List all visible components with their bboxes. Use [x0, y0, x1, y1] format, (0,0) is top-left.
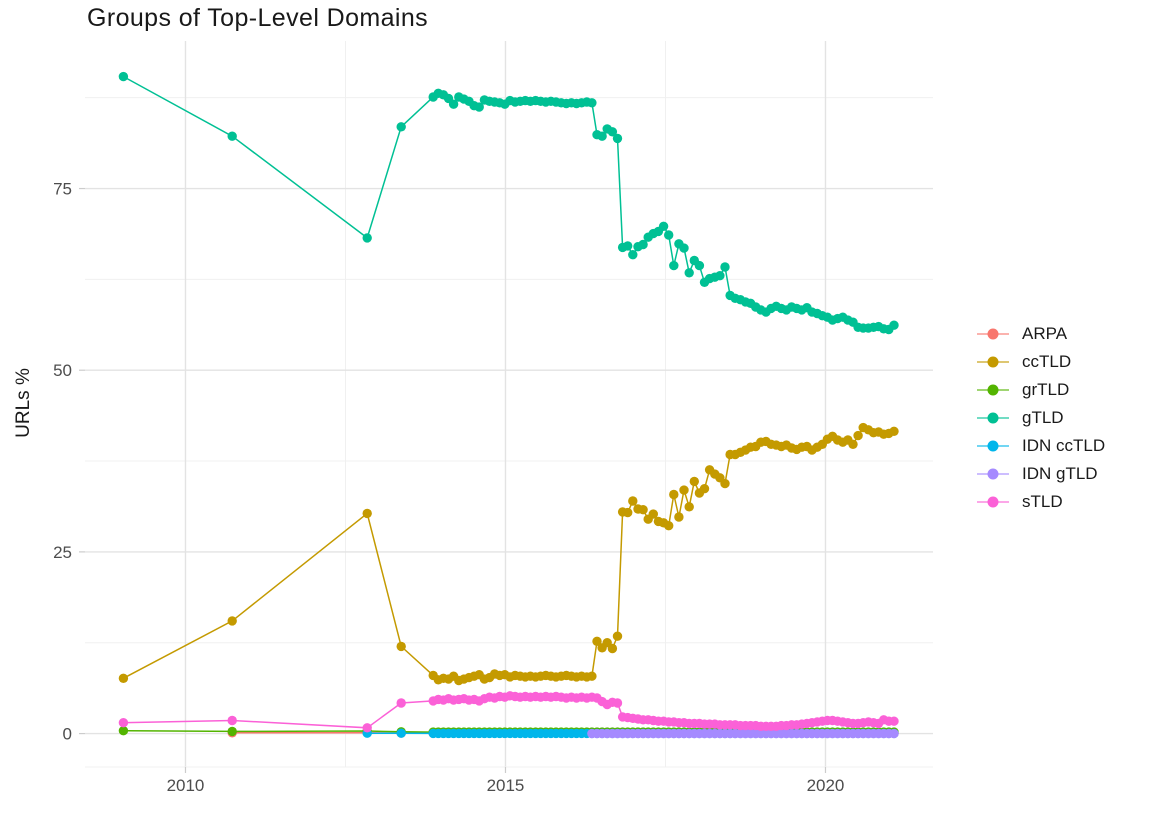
series-gtld	[119, 72, 899, 334]
data-point	[889, 717, 898, 726]
legend-entry-stld: sTLD	[976, 488, 1105, 516]
data-point	[848, 440, 857, 449]
data-point	[608, 644, 617, 653]
data-point	[363, 509, 372, 518]
data-point	[613, 632, 622, 641]
legend-label: ARPA	[1022, 324, 1067, 344]
data-point	[613, 134, 622, 143]
data-point	[664, 230, 673, 239]
data-point	[119, 72, 128, 81]
data-point	[638, 505, 647, 514]
legend-label: IDN ccTLD	[1022, 436, 1105, 456]
data-point	[679, 485, 688, 494]
x-tick-label: 2020	[807, 776, 845, 795]
data-point	[397, 729, 406, 738]
data-point	[715, 271, 724, 280]
legend-entry-arpa: ARPA	[976, 320, 1105, 348]
data-point	[853, 431, 862, 440]
data-point	[889, 729, 898, 738]
data-point	[720, 479, 729, 488]
data-point	[628, 496, 637, 505]
data-point	[674, 512, 683, 521]
x-tick-label: 2010	[167, 776, 205, 795]
legend-key-icon	[976, 380, 1010, 400]
series-idn-gtld	[587, 729, 899, 738]
legend-key-dot	[988, 357, 999, 368]
data-point	[119, 726, 128, 735]
data-point	[685, 502, 694, 511]
legend-key-dot	[988, 413, 999, 424]
legend-key-icon	[976, 352, 1010, 372]
y-axis-title: URLs %	[13, 368, 35, 438]
legend-entry-idn-cctld: IDN ccTLD	[976, 432, 1105, 460]
legend-entry-grtld: grTLD	[976, 376, 1105, 404]
data-point	[119, 718, 128, 727]
x-tick-label: 2015	[487, 776, 525, 795]
series-cctld	[119, 423, 899, 685]
data-point	[720, 262, 729, 271]
data-point	[623, 241, 632, 250]
data-point	[690, 477, 699, 486]
data-point	[659, 222, 668, 231]
legend-key-icon	[976, 492, 1010, 512]
legend-label: gTLD	[1022, 408, 1064, 428]
data-point	[685, 268, 694, 277]
data-point	[228, 727, 237, 736]
legend-key-icon	[976, 408, 1010, 428]
data-point	[664, 521, 673, 530]
data-point	[613, 698, 622, 707]
legend-key-dot	[988, 497, 999, 508]
data-point	[587, 98, 596, 107]
legend: ARPA ccTLD grTLD gTLD IDN ccTLD IDN gTLD sTLD	[976, 320, 1105, 516]
data-point	[623, 508, 632, 517]
data-point	[228, 616, 237, 625]
data-point	[363, 723, 372, 732]
y-tick-label: 75	[53, 180, 72, 199]
data-point	[228, 132, 237, 141]
legend-key-icon	[976, 464, 1010, 484]
data-point	[363, 233, 372, 242]
data-point	[587, 672, 596, 681]
series-stld	[119, 691, 899, 732]
legend-label: grTLD	[1022, 380, 1069, 400]
data-point	[628, 250, 637, 259]
data-point	[397, 642, 406, 651]
y-tick-label: 50	[53, 361, 72, 380]
legend-key-icon	[976, 324, 1010, 344]
data-point	[700, 484, 709, 493]
legend-key-dot	[988, 329, 999, 340]
data-point	[889, 321, 898, 330]
legend-label: sTLD	[1022, 492, 1063, 512]
legend-entry-idn-gtld: IDN gTLD	[976, 460, 1105, 488]
data-point	[397, 122, 406, 131]
data-point	[228, 716, 237, 725]
y-tick-label: 0	[63, 725, 72, 744]
legend-key-dot	[988, 441, 999, 452]
legend-entry-cctld: ccTLD	[976, 348, 1105, 376]
legend-key-icon	[976, 436, 1010, 456]
data-point	[119, 674, 128, 683]
legend-label: IDN gTLD	[1022, 464, 1098, 484]
legend-key-dot	[988, 385, 999, 396]
data-point	[695, 261, 704, 270]
data-point	[669, 490, 678, 499]
y-tick-label: 25	[53, 543, 72, 562]
chart-title: Groups of Top-Level Domains	[87, 4, 428, 33]
series-line	[123, 77, 894, 330]
data-point	[397, 698, 406, 707]
data-point	[889, 427, 898, 436]
legend-label: ccTLD	[1022, 352, 1071, 372]
data-point	[679, 243, 688, 252]
legend-entry-gtld: gTLD	[976, 404, 1105, 432]
data-point	[669, 261, 678, 270]
legend-key-dot	[988, 469, 999, 480]
